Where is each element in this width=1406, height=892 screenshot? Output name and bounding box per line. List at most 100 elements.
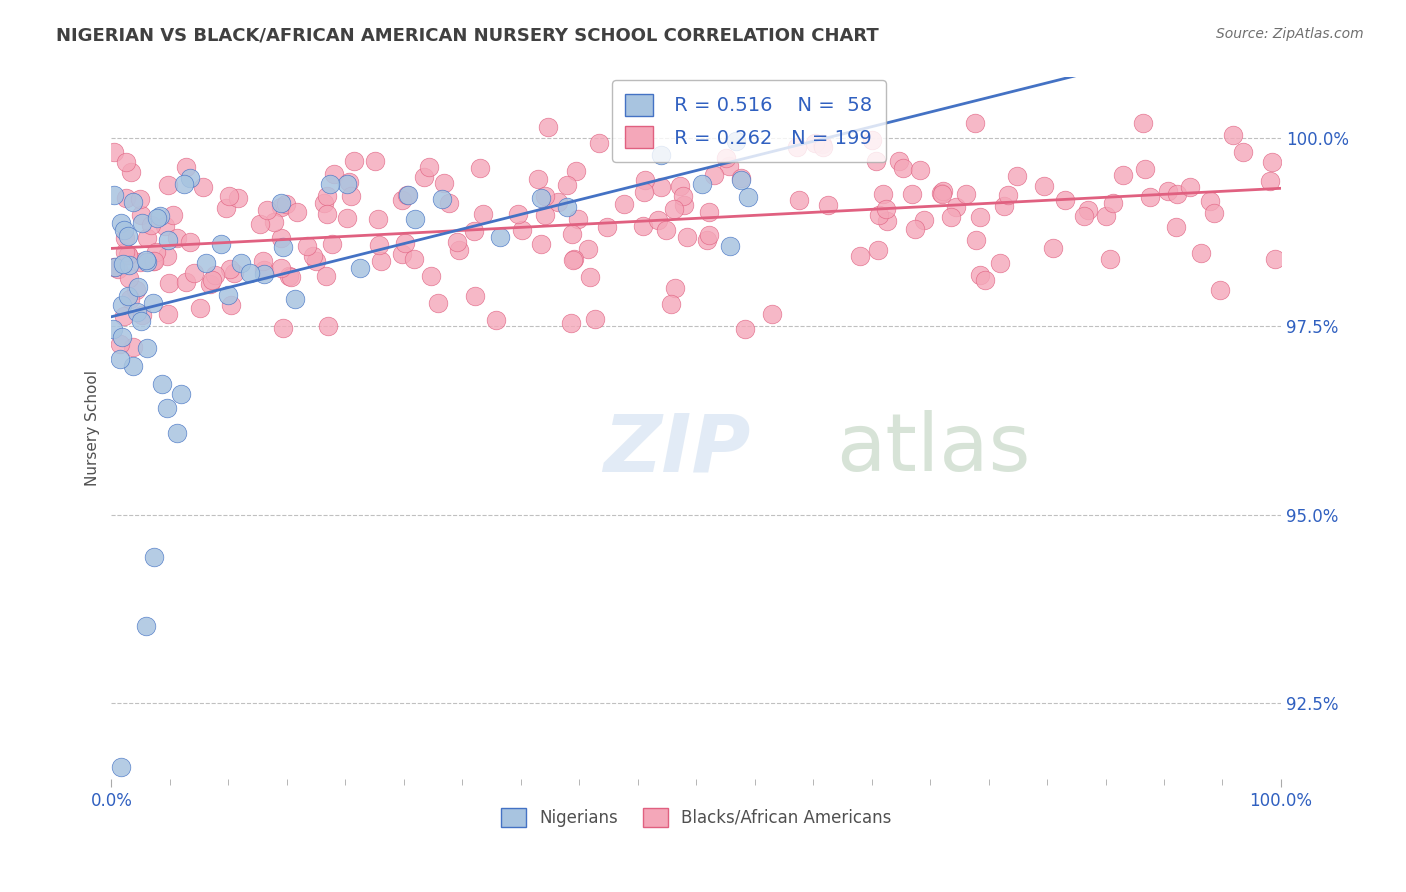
Point: [993, 199, 1015, 213]
Point: [131, 314, 153, 328]
Point: [1191, 246, 1213, 260]
Point: [437, 196, 460, 211]
Point: [239, 266, 262, 280]
Point: [263, 215, 285, 229]
Point: [166, 425, 188, 440]
Point: [419, 268, 441, 283]
Point: [215, 201, 238, 215]
Point: [508, 207, 530, 221]
Point: [613, 197, 636, 211]
Point: [145, 245, 167, 260]
Point: [305, 254, 328, 268]
Point: [876, 213, 898, 227]
Point: [141, 253, 163, 268]
Point: [136, 231, 159, 245]
Point: [1094, 209, 1116, 223]
Point: [129, 255, 152, 269]
Point: [470, 161, 492, 175]
Point: [114, 244, 136, 259]
Point: [103, 188, 125, 202]
Point: [108, 336, 131, 351]
Point: [633, 173, 655, 187]
Point: [143, 253, 166, 268]
Point: [166, 231, 188, 245]
Point: [1101, 195, 1123, 210]
Point: [121, 340, 143, 354]
Point: [675, 230, 697, 244]
Point: [156, 401, 179, 416]
Point: [547, 194, 569, 209]
Point: [101, 322, 124, 336]
Point: [817, 197, 839, 211]
Point: [252, 254, 274, 268]
Point: [464, 289, 486, 303]
Point: [174, 160, 197, 174]
Point: [112, 223, 135, 237]
Point: [945, 200, 967, 214]
Point: [703, 168, 725, 182]
Point: [321, 236, 343, 251]
Point: [449, 243, 471, 257]
Point: [194, 256, 217, 270]
Point: [786, 140, 808, 154]
Point: [664, 281, 686, 295]
Point: [860, 133, 883, 147]
Point: [730, 172, 752, 186]
Point: [965, 116, 987, 130]
Point: [143, 550, 166, 565]
Point: [1208, 283, 1230, 297]
Point: [270, 196, 292, 211]
Point: [955, 187, 977, 202]
Point: [136, 341, 159, 355]
Point: [725, 134, 748, 148]
Point: [117, 247, 139, 261]
Point: [1139, 190, 1161, 204]
Point: [402, 252, 425, 266]
Point: [370, 253, 392, 268]
Point: [404, 211, 426, 226]
Point: [114, 155, 136, 169]
Point: [893, 161, 915, 175]
Point: [1132, 116, 1154, 130]
Point: [872, 186, 894, 201]
Point: [734, 321, 756, 335]
Point: [104, 260, 127, 275]
Point: [561, 227, 583, 241]
Point: [596, 219, 619, 234]
Point: [270, 260, 292, 275]
Point: [142, 296, 165, 310]
Point: [391, 193, 413, 207]
Point: [107, 261, 129, 276]
Point: [114, 230, 136, 244]
Point: [787, 193, 810, 207]
Point: [697, 205, 720, 219]
Point: [576, 243, 599, 257]
Point: [198, 277, 221, 292]
Point: [218, 189, 240, 203]
Point: [868, 243, 890, 257]
Point: [201, 273, 224, 287]
Point: [155, 249, 177, 263]
Point: [718, 160, 741, 174]
Point: [904, 221, 927, 235]
Point: [302, 249, 325, 263]
Point: [1077, 202, 1099, 217]
Point: [1264, 252, 1286, 266]
Point: [316, 318, 339, 333]
Point: [583, 312, 606, 326]
Point: [1164, 219, 1187, 234]
Point: [135, 252, 157, 267]
Point: [578, 270, 600, 285]
Point: [229, 256, 252, 270]
Point: [157, 233, 180, 247]
Point: [472, 207, 495, 221]
Point: [398, 188, 420, 202]
Point: [969, 210, 991, 224]
Point: [111, 330, 134, 344]
Point: [811, 136, 834, 151]
Point: [316, 207, 339, 221]
Point: [368, 238, 391, 252]
Point: [112, 257, 135, 271]
Point: [965, 233, 987, 247]
Point: [418, 160, 440, 174]
